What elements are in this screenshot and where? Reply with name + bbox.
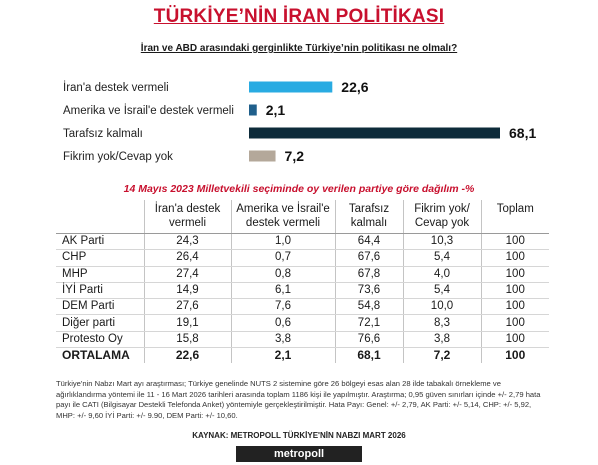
usa-israel-cell: 2,1 — [230, 347, 335, 364]
party-name-cell: CHP — [56, 249, 144, 267]
bar-category-label: Tarafsız kalmalı — [63, 128, 143, 140]
total-cell: 100 — [480, 298, 549, 316]
neutral-cell: 54,8 — [334, 298, 403, 316]
iran-cell: 26,4 — [143, 249, 231, 267]
table-row: CHP 26,4 0,7 67,6 5,4 100 — [56, 249, 549, 267]
no-opinion-cell: 5,4 — [402, 282, 481, 300]
neutral-cell: 76,6 — [334, 331, 403, 349]
header-usa-israel: Amerika ve İsrail'e destek vermeli — [230, 200, 335, 234]
no-opinion-cell: 8,3 — [402, 314, 481, 332]
party-name-cell: DEM Parti — [56, 298, 144, 316]
source-line: KAYNAK: METROPOLL TÜRKİYE'NİN NABZI MART… — [192, 431, 406, 440]
iran-cell: 15,8 — [143, 331, 231, 349]
bar-chart: İran'a destek vermeli 22,6 Amerika ve İsra… — [63, 79, 536, 164]
table-row: DEM Parti 27,6 7,6 54,8 10,0 100 — [56, 298, 549, 316]
iran-cell: 27,4 — [143, 266, 231, 283]
bar — [249, 150, 276, 162]
iran-cell: 19,1 — [143, 314, 231, 332]
iran-cell: 14,9 — [143, 282, 231, 300]
bar-value-label: 2,1 — [266, 102, 286, 118]
iran-cell: 22,6 — [143, 347, 231, 364]
neutral-cell: 64,4 — [334, 233, 403, 251]
bar — [249, 81, 333, 93]
total-cell: 100 — [480, 331, 549, 349]
table-header-row: İran'a destek vermeli Amerika ve İsrail'… — [56, 200, 549, 234]
table-row: Protesto Oy 15,8 3,8 76,6 3,8 100 — [56, 331, 549, 349]
bar-value-label: 7,2 — [285, 148, 305, 164]
no-opinion-cell: 3,8 — [402, 331, 481, 349]
iran-cell: 24,3 — [143, 233, 231, 251]
neutral-cell: 68,1 — [334, 347, 403, 364]
no-opinion-cell: 7,2 — [402, 347, 481, 364]
chart-title: TÜRKİYE’NİN İRAN POLİTİKASI — [153, 6, 445, 27]
usa-israel-cell: 0,7 — [230, 249, 335, 267]
table-row: Diğer parti 19,1 0,6 72,1 8,3 100 — [56, 314, 549, 332]
neutral-cell: 72,1 — [334, 314, 403, 332]
survey-question: İran ve ABD arasındaki gerginlikte Türki… — [140, 43, 458, 54]
usa-israel-cell: 7,6 — [230, 298, 335, 316]
total-cell: 100 — [480, 347, 549, 364]
no-opinion-cell: 10,0 — [402, 298, 481, 316]
party-name-cell: AK Parti — [56, 233, 144, 251]
total-cell: 100 — [480, 314, 549, 332]
total-cell: 100 — [480, 282, 549, 300]
brand-logo: metropoll — [236, 446, 362, 462]
header-no-opinion: Fikrim yok/ Cevap yok — [402, 200, 481, 234]
bar — [249, 127, 500, 139]
bar-category-label: Fikrim yok/Cevap yok — [63, 151, 173, 163]
usa-israel-cell: 0,8 — [230, 266, 335, 283]
header-iran: İran'a destek vermeli — [143, 200, 231, 234]
table-row: MHP 27,4 0,8 67,8 4,0 100 — [56, 266, 549, 283]
average-label: ORTALAMA — [62, 348, 130, 363]
total-cell: 100 — [480, 266, 549, 283]
usa-israel-cell: 3,8 — [230, 331, 335, 349]
usa-israel-cell: 0,6 — [230, 314, 335, 332]
usa-israel-cell: 1,0 — [230, 233, 335, 251]
header-total: Toplam — [480, 200, 549, 234]
party-name-cell: Diğer parti — [56, 314, 144, 332]
iran-cell: 27,6 — [143, 298, 231, 316]
usa-israel-cell: 6,1 — [230, 282, 335, 300]
bar-category-label: İran'a destek vermeli — [63, 81, 169, 94]
neutral-cell: 67,8 — [334, 266, 403, 283]
neutral-cell: 73,6 — [334, 282, 403, 300]
header-party — [56, 200, 144, 234]
party-breakdown-table: İran'a destek vermeli Amerika ve İsrail'… — [56, 200, 549, 364]
neutral-cell: 67,6 — [334, 249, 403, 267]
bar-value-label: 22,6 — [341, 79, 368, 95]
header-neutral: Tarafsız kalmalı — [334, 200, 403, 234]
bar-category-label: Amerika ve İsrail'e destek vermeli — [63, 104, 234, 117]
bar — [249, 104, 257, 116]
total-cell: 100 — [480, 233, 549, 251]
table-row: AK Parti 24,3 1,0 64,4 10,3 100 — [56, 233, 549, 251]
bar-value-label: 68,1 — [509, 125, 536, 141]
table-row: İYİ Parti 14,9 6,1 73,6 5,4 100 — [56, 282, 549, 300]
no-opinion-cell: 4,0 — [402, 266, 481, 283]
total-cell: 100 — [480, 249, 549, 267]
party-name-cell: MHP — [56, 266, 144, 283]
party-name-cell: İYİ Parti — [56, 282, 144, 300]
no-opinion-cell: 10,3 — [402, 233, 481, 251]
party-name-cell: Protesto Oy — [56, 331, 144, 349]
methodology-footnote: Türkiye'nin Nabzı Mart ayı araştırması; … — [56, 379, 541, 420]
average-row: ORTALAMA 22,6 2,1 68,1 7,2 100 — [56, 347, 549, 364]
table-title: 14 Mayıs 2023 Milletvekili seçiminde oy … — [123, 183, 475, 195]
no-opinion-cell: 5,4 — [402, 249, 481, 267]
